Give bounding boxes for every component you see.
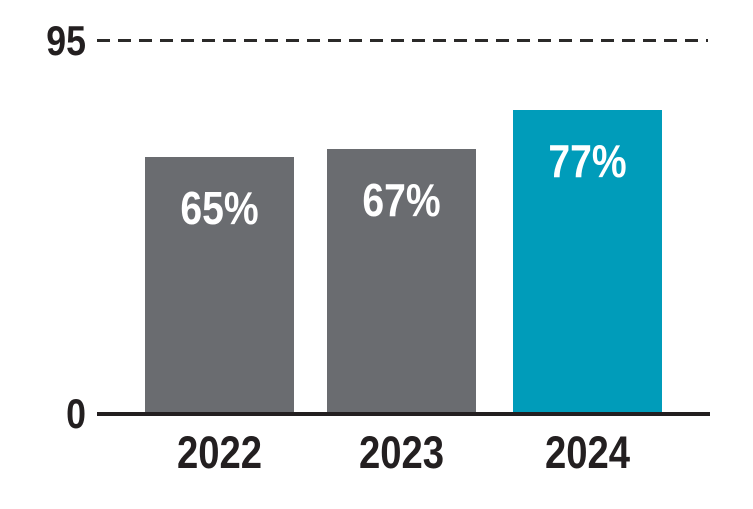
bar-value-label: 65% [180,182,259,234]
bar-value-label: 67% [362,174,441,226]
y-axis-tick-0: 0 [66,390,86,437]
bar-value-label: 77% [548,135,627,187]
x-axis-line [97,412,710,416]
bar-2023: 67% [327,149,476,412]
x-axis-label-2024: 2024 [544,427,631,478]
x-axis-label-2022: 2022 [176,427,263,478]
y-axis-tick-95: 95 [46,17,86,64]
reference-dashed-line-95 [97,39,708,42]
x-axis-label-2023: 2023 [358,427,445,478]
bar-2022: 65% [145,157,294,412]
bar-2024: 77% [513,110,662,412]
